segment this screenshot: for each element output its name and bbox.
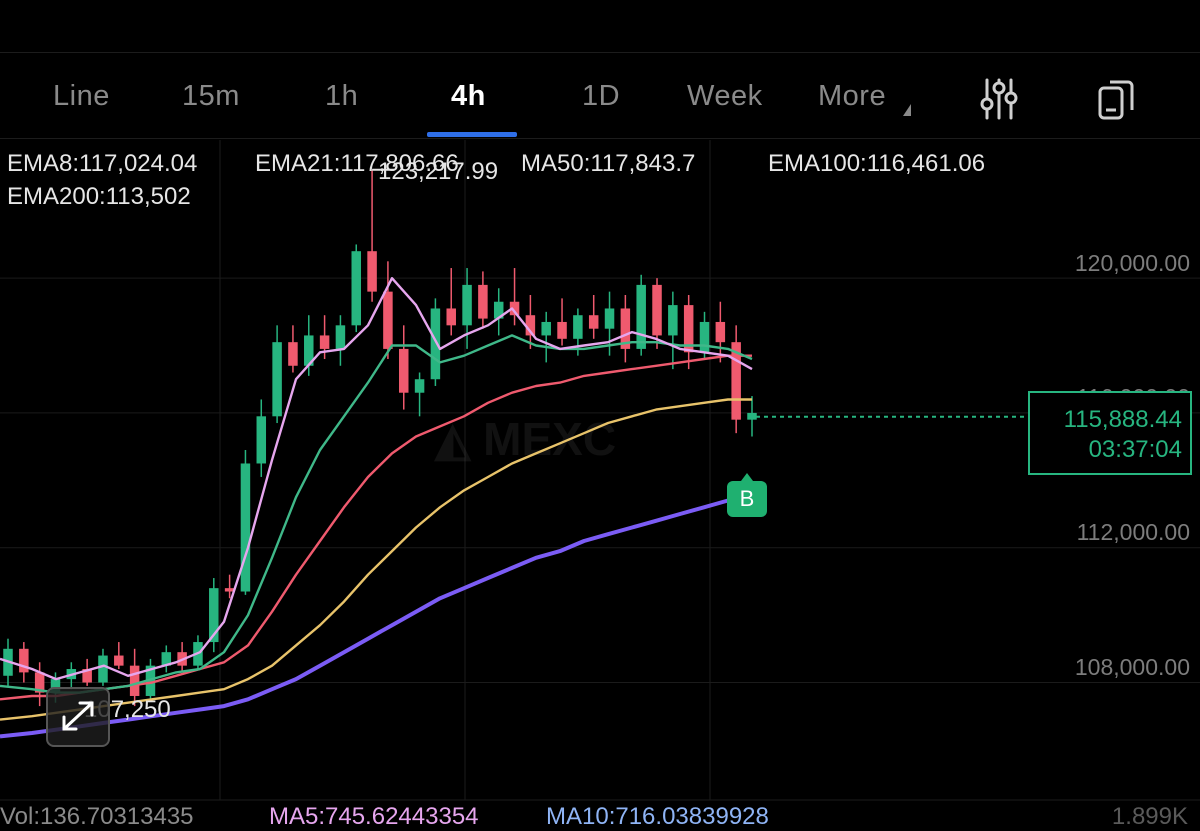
candle-body — [573, 315, 583, 339]
candle-body — [652, 284, 662, 336]
candle-countdown: 03:37:04 — [1088, 436, 1182, 463]
candle-body — [145, 665, 156, 696]
high-price-label: 123,217.99 — [378, 158, 499, 185]
candle-body — [114, 655, 124, 666]
candle-body — [604, 308, 615, 329]
candle-body — [351, 251, 362, 326]
tab-4h[interactable]: 4h — [451, 80, 486, 112]
candle-body — [82, 669, 92, 683]
price-axis-label: 112,000.00 — [1076, 519, 1190, 545]
candle-body — [256, 416, 267, 464]
candle-body — [34, 672, 45, 693]
caret-down-icon — [903, 104, 911, 116]
expand-button[interactable] — [46, 687, 110, 747]
series-line-ema100 — [0, 398, 752, 721]
price-axis-label: 108,000.00 — [1074, 654, 1190, 680]
tab-1d[interactable]: 1D — [582, 80, 621, 112]
candle-body — [224, 588, 235, 592]
candle-body — [304, 335, 314, 366]
ma50-legend: MA50:117,843.7 — [521, 150, 696, 177]
expand-icon — [62, 701, 94, 731]
candle-body — [636, 284, 646, 349]
candle-body — [588, 315, 599, 329]
tab-line[interactable]: Line — [53, 80, 110, 112]
candle-body — [478, 284, 488, 319]
copy-icon[interactable] — [1092, 74, 1142, 124]
timeframe-tabs: Line 15m 1h 4h 1D Week More — [0, 62, 1200, 138]
candle-body — [272, 342, 282, 417]
top-separator — [0, 52, 1200, 53]
candle-body — [335, 325, 346, 349]
candle-body — [414, 379, 425, 393]
candle-body — [509, 301, 520, 316]
tab-1h[interactable]: 1h — [325, 80, 359, 112]
volume-axis-max: 1.899K — [1111, 803, 1188, 830]
ema100-legend: EMA100:116,461.06 — [768, 150, 986, 177]
price-chart[interactable]: ◭ MEXC — [0, 140, 1200, 825]
candle-body — [129, 665, 140, 696]
price-axis-label: 120,000.00 — [1074, 250, 1190, 276]
ema8-legend: EMA8:117,024.04 — [7, 150, 198, 177]
svg-text:◭ MEXC: ◭ MEXC — [433, 413, 616, 465]
candle-body — [430, 308, 441, 380]
buy-marker[interactable]: B — [727, 473, 767, 517]
exchange-watermark: ◭ MEXC — [433, 413, 616, 465]
chart-grid — [0, 140, 1200, 801]
current-price: 115,888.44 — [1063, 406, 1182, 433]
candle-body — [731, 342, 741, 420]
candle-body — [98, 655, 108, 683]
candle-body — [525, 315, 536, 336]
candle-body — [462, 284, 472, 326]
series-line-ema8 — [0, 276, 753, 681]
series-line-ema21 — [0, 334, 753, 694]
sliders-icon[interactable] — [974, 74, 1024, 124]
header-divider — [0, 138, 1200, 139]
candle-body — [493, 301, 504, 319]
candle-body — [446, 308, 456, 326]
candle-body — [209, 588, 219, 643]
volume-ma5: MA5:745.62443354 — [269, 803, 479, 830]
candle-body — [557, 321, 567, 339]
candle-body — [50, 679, 61, 693]
candle-body — [699, 321, 710, 353]
candlesticks — [3, 170, 757, 707]
candle-body — [541, 321, 551, 336]
candle-body — [19, 648, 29, 673]
candle-body — [620, 308, 631, 349]
candle-body — [161, 652, 172, 666]
volume-value: Vol:136.70313435 — [0, 803, 194, 830]
active-tab-indicator — [427, 132, 517, 137]
candle-body — [668, 305, 678, 336]
candle-body — [288, 342, 298, 366]
candle-body — [367, 251, 377, 292]
indicator-lines — [0, 276, 753, 739]
ema200-legend: EMA200:113,502 — [7, 183, 191, 210]
current-price-box: 115,888.44 03:37:04 — [1028, 391, 1192, 475]
candle-body — [747, 412, 757, 420]
candle-body — [240, 463, 251, 592]
volume-ma10: MA10:716.03839928 — [546, 803, 769, 830]
tab-15m[interactable]: 15m — [182, 80, 240, 112]
tab-more[interactable]: More — [818, 80, 887, 112]
ema21-legend: EMA21:117,806.66 — [255, 150, 459, 177]
candle-body — [715, 321, 726, 343]
tab-week[interactable]: Week — [687, 80, 763, 112]
candle-body — [383, 291, 393, 349]
candle-body — [319, 335, 330, 349]
candle-body — [683, 305, 694, 353]
series-line-ema200 — [0, 495, 753, 739]
candle-body — [398, 348, 409, 393]
